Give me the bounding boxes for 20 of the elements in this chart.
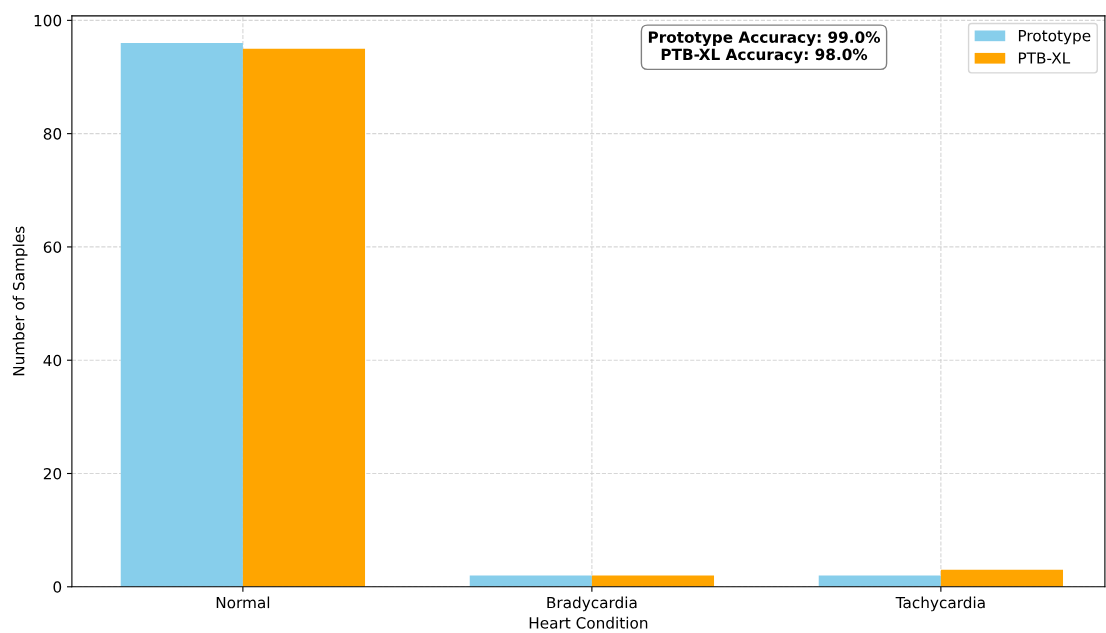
x-tick-label: Normal bbox=[216, 596, 270, 609]
y-tick-label: 60 bbox=[43, 241, 62, 253]
y-tick-label: 40 bbox=[43, 354, 62, 367]
bar bbox=[818, 575, 941, 587]
y-axis-title: Number of Samples bbox=[12, 226, 28, 376]
bar bbox=[242, 48, 366, 587]
legend-label: Prototype bbox=[1018, 30, 1091, 45]
x-tick-label: Tachycardia bbox=[895, 596, 985, 612]
bar bbox=[469, 575, 592, 587]
x-tick-label: Bradycardia bbox=[547, 596, 637, 612]
y-tick-label: 100 bbox=[34, 14, 62, 27]
x-axis-title: Heart Condition bbox=[529, 616, 648, 629]
y-tick-label: 0 bbox=[53, 581, 62, 593]
bar bbox=[940, 569, 1064, 587]
legend-label: PTB-XL bbox=[1018, 52, 1071, 64]
y-tick-label: 20 bbox=[43, 467, 62, 480]
annotation: Prototype Accuracy: 99.0% PTB-XL Accuracy: 98.0% bbox=[648, 31, 881, 64]
bar bbox=[120, 43, 243, 587]
y-tick-label: 80 bbox=[43, 128, 62, 140]
bar bbox=[591, 575, 715, 587]
